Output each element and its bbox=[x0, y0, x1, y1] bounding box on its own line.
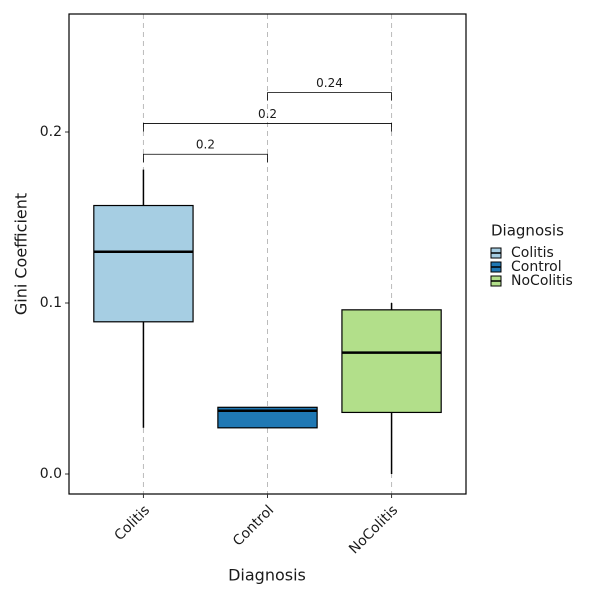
comparison-label: 0.2 bbox=[258, 107, 277, 121]
comparison-label: 0.24 bbox=[316, 76, 343, 90]
legend-label: Control bbox=[511, 259, 562, 275]
comparison-label: 0.2 bbox=[196, 138, 215, 152]
comparison-bracket bbox=[267, 92, 392, 101]
y-tick-label: 0.2 bbox=[40, 124, 62, 140]
y-tick-label: 0.0 bbox=[40, 466, 62, 482]
x-tick-label: NoColitis bbox=[346, 502, 401, 557]
legend-title: Diagnosis bbox=[491, 222, 564, 240]
box bbox=[217, 406, 318, 429]
comparison-bracket bbox=[143, 153, 268, 163]
legend-label: Colitis bbox=[511, 245, 554, 261]
x-tick-label: Control bbox=[230, 502, 277, 549]
box bbox=[93, 204, 194, 323]
comparison-bracket bbox=[143, 123, 392, 132]
x-tick-label: Colitis bbox=[112, 502, 154, 544]
y-tick-label: 0.1 bbox=[40, 295, 62, 311]
y-axis-label: Gini Coefficient bbox=[12, 193, 31, 315]
x-axis-label: Diagnosis bbox=[228, 566, 306, 585]
legend-label: NoColitis bbox=[511, 273, 573, 289]
box bbox=[341, 309, 442, 414]
